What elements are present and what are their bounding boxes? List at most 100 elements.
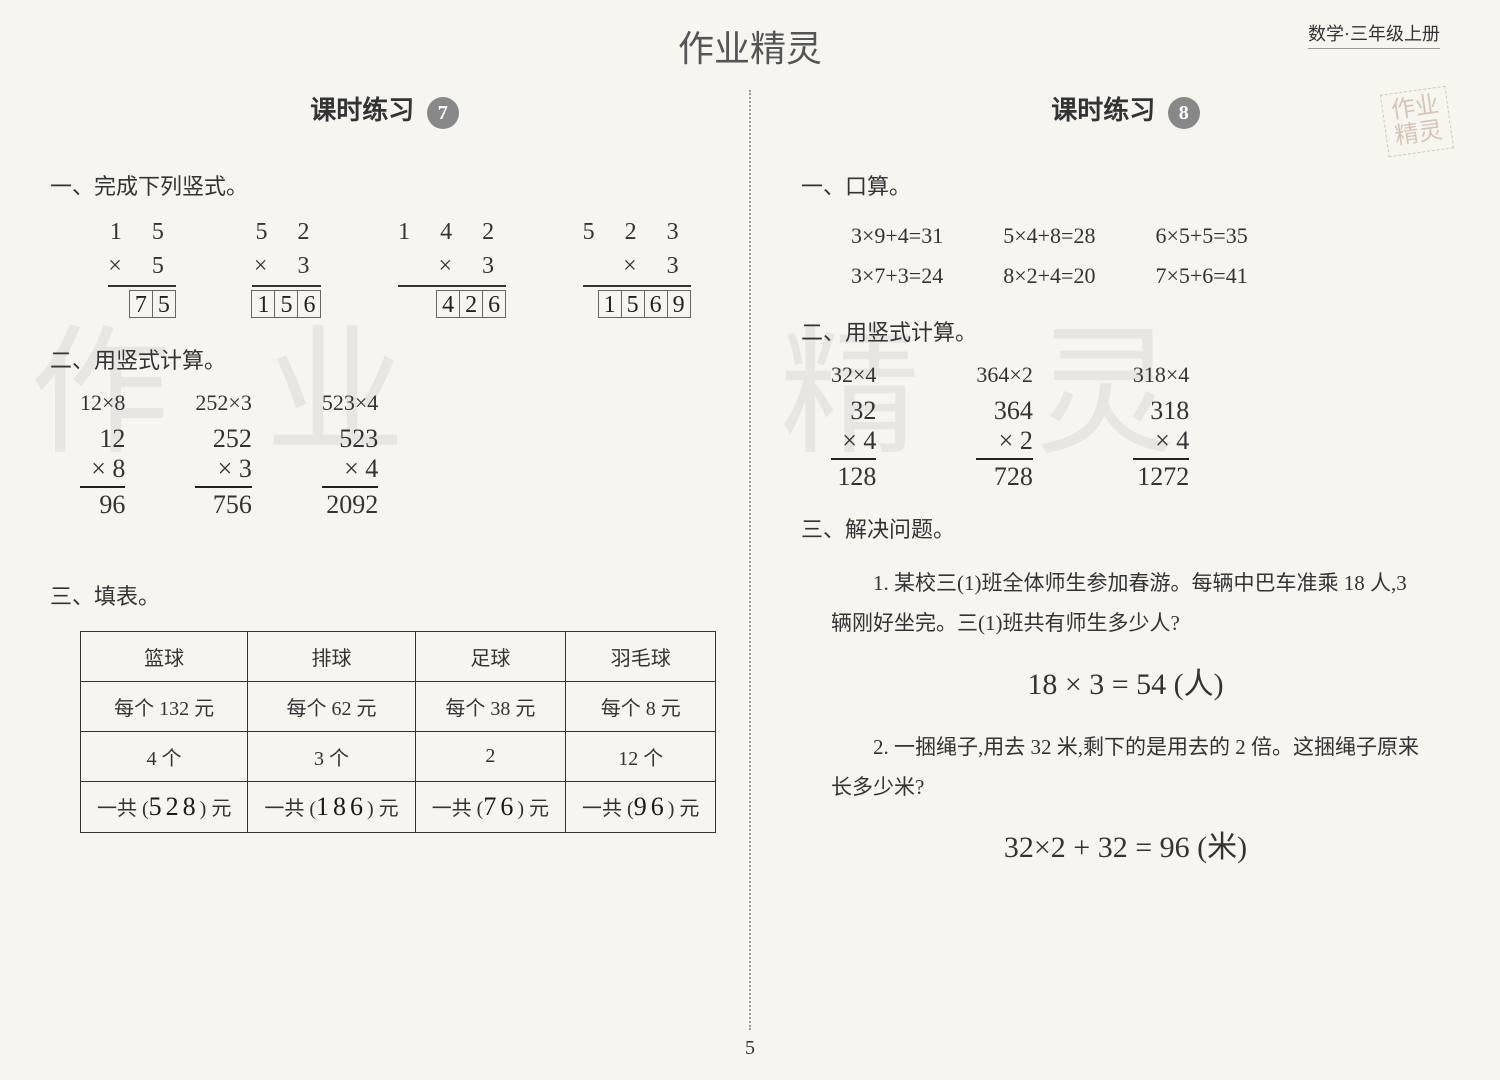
digit-box: 4 [436,290,460,318]
problem-q: 523×4 [322,390,378,416]
table-row: 4 个 3 个 2 12 个 [81,732,716,782]
vcalc-top: 5 2 3 [583,216,691,250]
rule [322,486,378,488]
hand-calc: 318 × 4 1272 [1133,396,1189,492]
answer: 24 [921,263,943,288]
vcalc-mid: × 3 [398,250,506,284]
line: 364 [976,396,1032,426]
vcalc-answer: 1569 [583,289,691,323]
answer: 41 [1226,263,1248,288]
cell: 每个 8 元 [566,682,716,732]
hand-calc: 252 × 3 756 [195,424,251,520]
suffix: ) 元 [517,798,549,820]
word-problem: 2. 一捆绳子,用去 32 米,剩下的是用去的 2 倍。这捆绳子原来长多少米? [831,728,1430,808]
table-row: 一共 (528) 元 一共 (186) 元 一共 (76) 元 一共 (96) … [81,782,716,833]
word-answer: 32×2 + 32 = 96 (米) [791,822,1460,866]
table-row: 篮球 排球 足球 羽毛球 [81,632,716,682]
prefix: 一共 ( [97,798,149,820]
line: 2092 [322,490,378,520]
vcalc-top: 1 4 2 [398,216,506,250]
problem: 252×3 252 × 3 756 [195,390,251,520]
line: 728 [976,462,1032,492]
line: 318 [1133,396,1189,426]
rule [252,285,321,287]
cell: 4 个 [81,732,248,782]
left-column: 课时练习 7 一、完成下列竖式。 1 5 × 5 75 5 2 × 3 [40,90,749,1030]
section-head: 二、用竖式计算。 [801,315,1460,347]
problems-row: 32×4 32 × 4 128 364×2 364 × 2 728 [831,362,1460,492]
cell: 一共 (528) 元 [81,782,248,833]
right-column: 课时练习 8 一、口算。 3×9+4=31 5×4+8=28 6×5+5=35 … [751,90,1460,1030]
problem: 32×4 32 × 4 128 [831,362,876,492]
q: 8×2+4= [1003,263,1073,288]
section-head: 三、填表。 [50,579,729,611]
word-problem: 1. 某校三(1)班全体师生参加春游。每辆中巴车准乘 18 人,3 辆刚好坐完。… [831,564,1430,644]
line: × 4 [831,426,876,456]
line: 12 [80,424,125,454]
rule [195,486,251,488]
mental-item: 3×9+4=31 [851,216,943,256]
cell: 每个 38 元 [415,682,565,732]
problem: 12×8 12 × 8 96 [80,390,125,520]
price-table: 篮球 排球 足球 羽毛球 每个 132 元 每个 62 元 每个 38 元 每个… [80,631,716,833]
q: 3×9+4= [851,223,921,248]
cell: 足球 [415,632,565,682]
vcalc-top: 5 2 [252,216,321,250]
answer: 31 [921,223,943,248]
answer: 35 [1226,223,1248,248]
header-subject: 数学·三年级上册 [1308,20,1440,49]
header-script: 作业精灵 [678,20,822,72]
cell: 羽毛球 [566,632,716,682]
mental-row: 3×7+3=24 8×2+4=20 7×5+6=41 [851,256,1460,296]
lesson-title-text: 课时练习 [1051,96,1155,125]
digit-box: 6 [482,290,506,318]
cell: 排球 [248,632,415,682]
line: × 2 [976,426,1032,456]
lesson-badge: 7 [427,97,459,129]
cell: 2 [415,732,565,782]
cell: 一共 (96) 元 [566,782,716,833]
section-head: 三、解决问题。 [801,512,1460,544]
vcalc: 1 4 2 × 3 426 [398,216,506,323]
hand-calc: 523 × 4 2092 [322,424,378,520]
vcalc-answer: 156 [252,289,321,323]
cell: 每个 132 元 [81,682,248,732]
digit-box: 6 [644,290,668,318]
digit-box: 5 [621,290,645,318]
lesson-title: 课时练习 7 [40,90,729,129]
vcalc: 5 2 3 × 3 1569 [583,216,691,323]
hand-calc: 12 × 8 96 [80,424,125,520]
digit-box: 6 [297,290,321,318]
prefix: 一共 ( [264,798,316,820]
suffix: ) 元 [200,798,232,820]
digit-box: 2 [459,290,483,318]
mental-item: 7×5+6=41 [1155,256,1247,296]
rule [976,458,1032,460]
cell: 篮球 [81,632,248,682]
prefix: 一共 ( [582,798,634,820]
rule [80,486,125,488]
vcalc-answer: 426 [398,289,506,323]
q: 6×5+5= [1155,223,1225,248]
q: 7×5+6= [1155,263,1225,288]
rule [398,285,506,287]
line: 523 [322,424,378,454]
mental-row: 3×9+4=31 5×4+8=28 6×5+5=35 [851,216,1460,256]
hand-calc: 32 × 4 128 [831,396,876,492]
answer: 186 [316,792,367,821]
cell: 每个 62 元 [248,682,415,732]
section-head: 二、用竖式计算。 [50,343,729,375]
line: 128 [831,462,876,492]
lesson-title: 课时练习 8 [791,90,1460,129]
line: 1272 [1133,462,1189,492]
problem-q: 12×8 [80,390,125,416]
cell: 3 个 [248,732,415,782]
suffix: ) 元 [668,798,700,820]
line: 32 [831,396,876,426]
line: × 8 [80,454,125,484]
answer: 76 [483,792,517,821]
section-head: 一、口算。 [801,169,1460,201]
answer: 28 [1073,223,1095,248]
digit-box: 5 [274,290,298,318]
lesson-title-text: 课时练习 [310,96,414,125]
